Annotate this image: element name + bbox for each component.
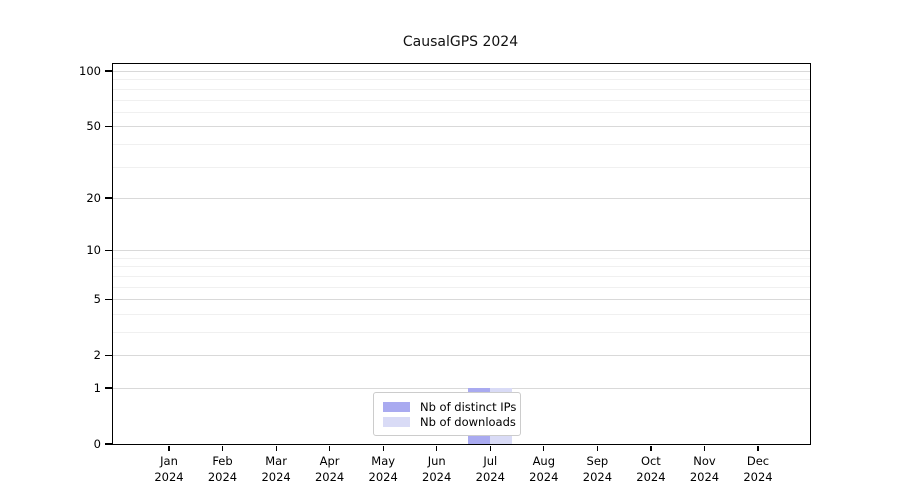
x-tick-month: Jun — [427, 454, 446, 468]
y-tick-mark — [105, 70, 112, 72]
x-tick-label: Jun 2024 — [407, 454, 467, 485]
x-tick-mark — [703, 445, 706, 451]
x-tick-year: 2024 — [368, 469, 398, 484]
legend-entry-downloads: Nb of downloads — [383, 414, 516, 429]
y-tick-mark — [105, 387, 112, 389]
x-tick-year: 2024 — [261, 469, 291, 484]
x-tick-label: Sep 2024 — [567, 454, 627, 485]
major-gridline — [113, 126, 810, 128]
x-tick-label: Apr 2024 — [300, 454, 360, 485]
y-tick-mark — [105, 298, 112, 300]
major-gridline — [113, 250, 810, 252]
minor-gridline — [113, 166, 810, 168]
y-tick-label: 10 — [86, 243, 101, 258]
x-tick-mark — [168, 445, 170, 451]
x-tick-year: 2024 — [529, 469, 559, 484]
x-tick-year: 2024 — [314, 469, 345, 484]
x-tick-label: Nov 2024 — [675, 454, 735, 485]
chart-title: CausalGPS 2024 — [402, 34, 519, 50]
minor-gridline — [113, 143, 810, 145]
x-tick-year: 2024 — [422, 469, 452, 484]
x-tick-year: 2024 — [636, 469, 666, 484]
minor-gridline — [113, 257, 810, 259]
x-tick-label: Feb 2024 — [193, 454, 253, 485]
major-gridline — [113, 71, 810, 72]
x-tick-mark — [436, 445, 438, 451]
x-tick-month: Feb — [212, 454, 233, 468]
legend-label-downloads: Nb of downloads — [420, 414, 516, 429]
major-gridline — [113, 388, 810, 389]
x-tick-mark — [221, 445, 224, 451]
x-tick-month: Apr — [319, 454, 340, 468]
y-tick-mark — [105, 249, 112, 251]
legend-label-distinct-ips: Nb of distinct IPs — [420, 399, 517, 414]
y-tick-label: 50 — [86, 119, 101, 134]
x-tick-mark — [382, 445, 384, 451]
x-tick-month: Nov — [693, 454, 716, 468]
legend-swatch-distinct-ips — [383, 401, 410, 412]
x-tick-label: Jan 2024 — [139, 454, 199, 485]
x-tick-year: 2024 — [154, 469, 184, 484]
y-tick-mark — [105, 443, 112, 445]
legend-swatch-downloads — [383, 416, 410, 427]
minor-gridline — [113, 79, 810, 81]
x-tick-month: May — [371, 454, 396, 468]
minor-gridline — [113, 266, 810, 268]
minor-gridline — [113, 275, 810, 277]
x-tick-label: May 2024 — [353, 454, 413, 485]
y-tick-mark — [105, 354, 112, 356]
minor-gridline — [113, 111, 810, 113]
minor-gridline — [113, 313, 810, 315]
major-gridline — [113, 299, 810, 301]
x-tick-mark — [596, 445, 599, 451]
x-tick-mark — [275, 445, 277, 451]
x-tick-mark — [489, 445, 491, 451]
y-tick-label: 20 — [86, 190, 101, 205]
minor-gridline — [113, 332, 810, 333]
x-tick-year: 2024 — [689, 469, 720, 484]
x-tick-label: Jul 2024 — [460, 454, 520, 485]
x-tick-year: 2024 — [475, 469, 505, 484]
y-tick-mark — [105, 197, 112, 199]
minor-gridline — [113, 88, 810, 90]
x-tick-mark — [543, 445, 545, 451]
x-tick-month: Aug — [532, 454, 556, 468]
minor-gridline — [113, 286, 810, 288]
x-tick-mark — [329, 445, 331, 451]
x-tick-month: Dec — [746, 454, 770, 468]
x-tick-year: 2024 — [743, 469, 773, 484]
major-gridline — [113, 355, 810, 357]
x-tick-month: Jul — [483, 454, 498, 468]
y-tick-label: 0 — [93, 437, 101, 451]
x-tick-label: Oct 2024 — [621, 454, 681, 485]
x-tick-month: Oct — [640, 454, 661, 468]
x-tick-label: Dec 2024 — [728, 454, 788, 485]
x-tick-label: Aug 2024 — [514, 454, 574, 485]
x-tick-mark — [650, 445, 652, 451]
y-tick-mark — [105, 125, 112, 127]
x-tick-mark — [757, 445, 759, 451]
x-tick-month: Jan — [160, 454, 178, 468]
minor-gridline — [113, 99, 810, 101]
y-tick-label: 5 — [93, 292, 101, 307]
y-tick-label: 2 — [93, 348, 101, 363]
x-tick-year: 2024 — [582, 469, 613, 484]
major-gridline — [113, 197, 810, 199]
x-tick-month: Sep — [586, 454, 609, 468]
x-tick-label: Mar 2024 — [246, 454, 306, 485]
x-tick-month: Mar — [265, 454, 287, 468]
y-tick-label: 100 — [79, 64, 101, 78]
plot-area: Nb of distinct IPs Nb of downloads 0 1 2 5 1… — [79, 63, 811, 484]
y-tick-label: 1 — [93, 381, 101, 395]
legend-entry-distinct-ips: Nb of distinct IPs — [383, 399, 516, 414]
legend: Nb of distinct IPs Nb of downloads — [373, 392, 521, 436]
x-tick-year: 2024 — [207, 469, 238, 484]
